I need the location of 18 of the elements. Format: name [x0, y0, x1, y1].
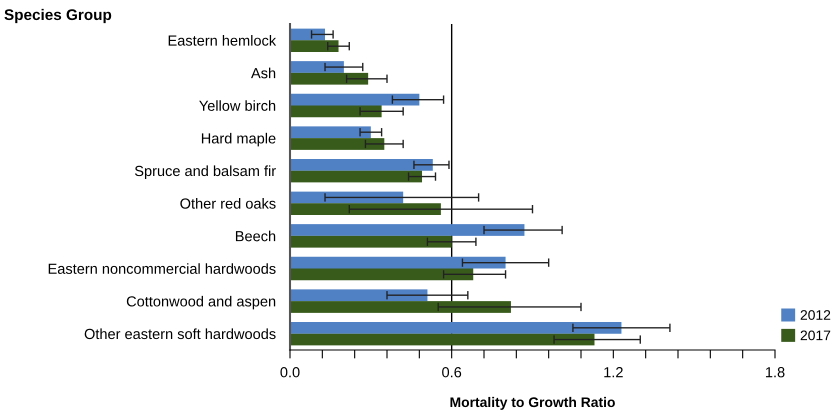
y-axis-title: Species Group — [4, 8, 112, 24]
y-tick-label: Beech — [236, 230, 276, 242]
y-tick-label: Ash — [251, 68, 276, 78]
x-axis-title: Mortality to Growth Ratio — [450, 396, 615, 410]
y-tick-label: Hard maple — [202, 132, 276, 146]
x-tick-label: 1.2 — [604, 367, 623, 378]
y-tick-label: Yellow birch — [199, 100, 276, 111]
legend-label: 2012 — [800, 310, 830, 320]
y-tick-label: Spruce and balsam fir — [134, 165, 276, 180]
y-tick-label: Eastern noncommercial hardwoods — [48, 263, 276, 274]
y-tick-label: Eastern hemlock — [168, 35, 276, 46]
y-tick-label: Cottonwood and aspen — [126, 296, 276, 310]
legend-label: 2017 — [800, 330, 830, 340]
x-tick-label: 0.0 — [280, 367, 300, 378]
y-tick-label: Other eastern soft hardwoods — [84, 328, 276, 340]
x-tick-label: 1.8 — [766, 367, 785, 378]
y-tick-label: Other red oaks — [180, 198, 276, 209]
x-tick-label: 0.6 — [442, 367, 462, 378]
